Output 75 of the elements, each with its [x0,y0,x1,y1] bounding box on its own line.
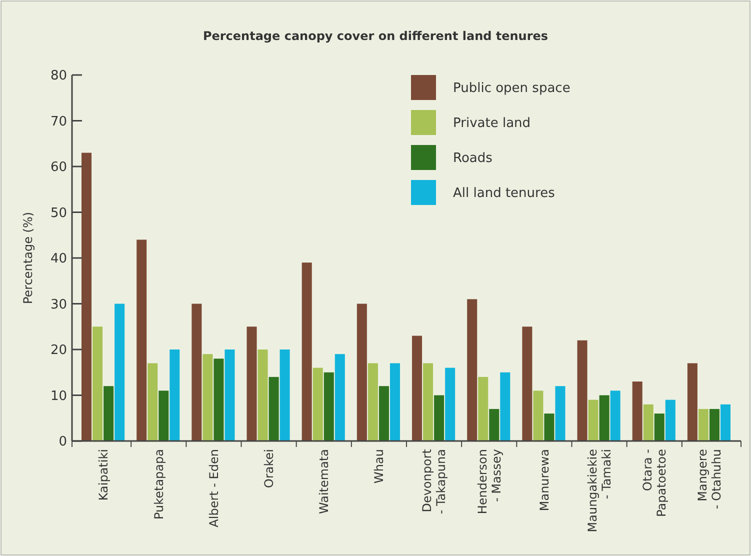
y-tick-label: 10 [50,388,67,404]
y-tick-label: 40 [50,252,67,267]
bar [224,350,235,441]
bar [356,304,367,441]
x-tick-label: Puketapapa [152,449,166,520]
bar [500,372,510,441]
x-tick-label: Albert - Eden [206,449,221,528]
y-tick-label: 70 [50,114,67,130]
x-tick-label: Maungakiekie - Tamaki [585,449,614,532]
bar [643,404,654,441]
bar [158,390,169,441]
x-tick-label: Kaipatiki [96,449,111,501]
bar [302,262,312,441]
bar [544,414,554,441]
x-tick-label: Devonport - Takapuna [420,448,448,514]
bar [445,368,456,441]
bar [324,372,334,441]
bar [136,240,147,441]
y-tick-label: 30 [50,297,67,312]
bar [92,326,103,441]
bar [467,299,478,441]
x-tick-label: Mangere - Otahuhu [696,449,724,510]
bar [378,386,389,441]
legend-label: Private land [453,116,531,132]
bar [665,400,676,441]
bar [632,382,642,441]
y-tick-label: 0 [58,434,67,450]
bar [434,395,444,441]
y-tick-label: 50 [50,206,67,221]
bar [258,350,268,441]
x-tick-label: Henderson - Massey [475,449,504,514]
bar [82,152,92,441]
x-tick-label: Waitemata [317,449,332,514]
bar [533,390,544,441]
y-axis-title: Percentage (%) [21,212,35,304]
bar [555,386,566,441]
bar [268,376,279,441]
legend-label: All land tenures [453,186,556,202]
legend-label: Roads [453,151,493,166]
bar [246,326,257,441]
bar [412,336,422,441]
bar [423,363,434,441]
bar [654,414,664,441]
y-tick-label: 60 [50,160,67,176]
bar [334,354,345,441]
x-tick-label: Manurewa [537,449,552,512]
bar [202,354,213,441]
bar [599,395,610,441]
y-tick-label: 80 [50,68,67,84]
bar [522,326,532,441]
bar [368,363,378,441]
bar [709,408,720,441]
bar [170,350,180,441]
bar [489,408,500,441]
bar [390,363,400,441]
bar [104,386,114,441]
chart-title: Percentage canopy cover on different land tenures [202,29,548,43]
bar [280,350,290,441]
bar [312,368,323,441]
bar [148,363,158,441]
bar [478,376,488,441]
x-tick-label: Whau [372,449,386,484]
bar [214,358,224,441]
legend-label: Public open space [453,81,570,96]
bar [610,390,620,441]
bar [577,340,588,441]
bar [687,363,698,441]
x-tick-label: Orakei [262,449,276,488]
bar [588,400,598,441]
y-tick-label: 20 [50,343,67,358]
bar [720,404,730,441]
x-tick-label: Otara - Papatoetoe [640,449,669,517]
bar [192,304,202,441]
bar [114,304,125,441]
bar [698,408,708,441]
